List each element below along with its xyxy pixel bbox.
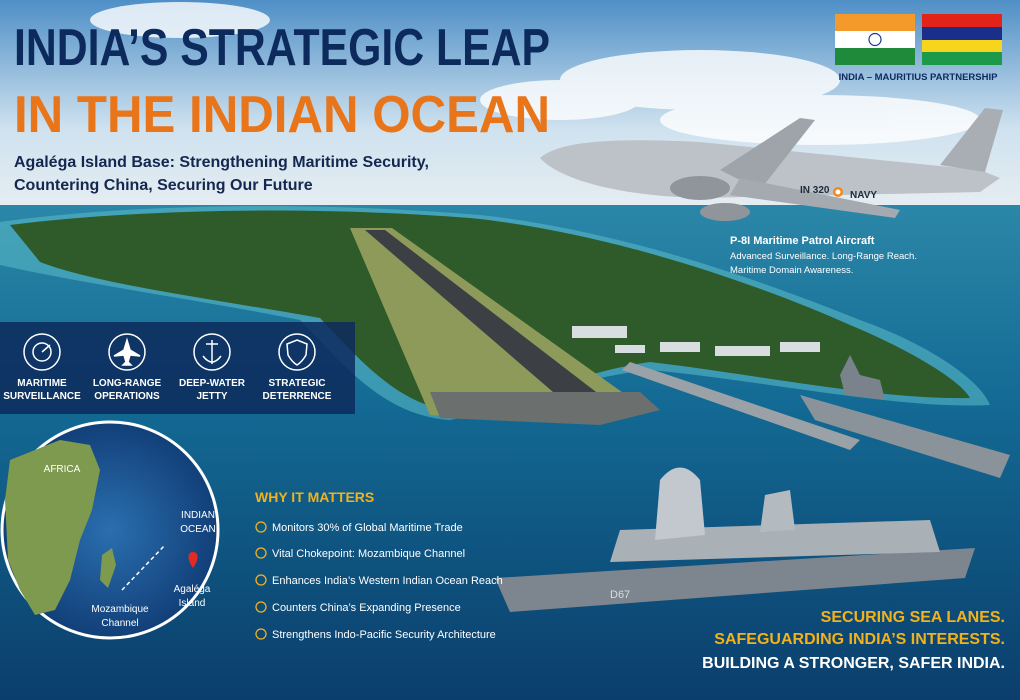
footer-line: SECURING SEA LANES. (821, 609, 1005, 626)
jetty (622, 362, 860, 450)
aircraft-line: Maritime Domain Awareness. (730, 265, 853, 276)
map-label: Agaléga (174, 584, 211, 595)
ship-docked (800, 395, 1010, 478)
clouds (90, 2, 980, 145)
feature-label: STRATEGIC (268, 378, 325, 389)
why-item: Monitors 30% of Global Maritime Trade (272, 522, 463, 534)
feature-label: SURVEILLANCE (3, 391, 81, 402)
feature-label: LONG-RANGE (93, 378, 162, 389)
map-label: Mozambique (91, 604, 149, 615)
map-label: AFRICA (44, 464, 81, 475)
aircraft-marking: IN 320 (800, 185, 830, 196)
buildings (572, 326, 820, 356)
title-line: IN THE INDIAN OCEAN (14, 86, 550, 144)
flag-india (835, 14, 915, 65)
flag-mauritius (922, 14, 1002, 65)
partnership-caption: INDIA – MAURITIUS PARTNERSHIP (839, 72, 999, 83)
aircraft-line: Advanced Surveillance. Long-Range Reach. (730, 251, 917, 262)
why-item: Counters China’s Expanding Presence (272, 602, 461, 614)
hull-number: D67 (610, 589, 630, 601)
feature-label: DETERRENCE (263, 391, 332, 402)
why-item: Strengthens Indo-Pacific Security Archit… (272, 629, 496, 641)
feature-label: OPERATIONS (94, 391, 160, 402)
warship-hull (495, 548, 975, 612)
map-label: Island (179, 598, 206, 609)
features-band (0, 322, 355, 414)
ship-mast (840, 355, 885, 400)
runway (365, 230, 600, 398)
subtitle-line: Agaléga Island Base: Strengthening Marit… (14, 154, 429, 171)
why-checks (255, 521, 267, 640)
feature-label: DEEP-WATER (179, 378, 246, 389)
feature-label: MARITIME (17, 378, 67, 389)
map-label: Channel (101, 618, 138, 629)
warship-mast (760, 490, 795, 532)
title-line: INDIA’S STRATEGIC LEAP (14, 19, 550, 77)
aircraft-title: P-8I Maritime Patrol Aircraft (730, 235, 875, 247)
why-item: Enhances India’s Western Indian Ocean Re… (272, 575, 503, 587)
aircraft-marking: NAVY (850, 190, 877, 201)
feature-label: JETTY (196, 391, 227, 402)
feature-icons (23, 333, 316, 371)
footer-line: BUILDING A STRONGER, SAFER INDIA. (702, 655, 1005, 672)
map: AFRICA INDIAN OCEAN Agaléga Island Mozam… (0, 420, 220, 640)
aircraft: IN 320 NAVY (540, 108, 1003, 221)
why-heading: WHY IT MATTERS (255, 489, 374, 505)
why-item: Vital Chokepoint: Mozambique Channel (272, 548, 465, 560)
apron (430, 392, 660, 425)
footer-line: SAFEGUARDING INDIA’S INTERESTS. (714, 631, 1005, 648)
subtitle-line: Countering China, Securing Our Future (14, 177, 313, 194)
warship-mast (655, 467, 705, 540)
map-label: INDIAN (181, 510, 215, 521)
map-label: OCEAN (180, 524, 216, 535)
